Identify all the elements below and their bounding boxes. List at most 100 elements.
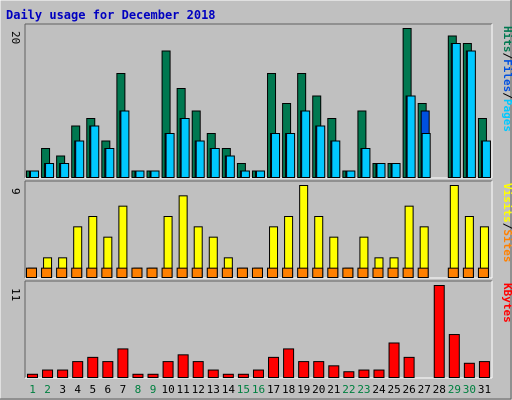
pages-bar [195,140,205,178]
x-tick-label: 12 [192,383,205,396]
pages-bar [391,163,401,178]
pages-bar [255,170,265,178]
x-tick-label: 17 [267,383,280,396]
pages-bar [210,148,220,178]
kbytes-bar [358,369,370,378]
sites-bar [131,267,143,278]
pages-bar [90,125,100,178]
kbytes-bar [448,334,460,379]
visits-bar [449,185,459,278]
kbytes-bar [177,354,189,378]
x-tick-label: 30 [463,383,476,396]
top-panel-legend-hits: Hits [501,26,512,53]
x-tick-label: 20 [312,383,325,396]
sites-bar [267,267,279,278]
sites-bar [372,267,384,278]
sites-bar [402,267,414,278]
x-tick-label: 14 [222,383,236,396]
kbytes-bar [72,361,84,379]
kbytes-bar [403,356,415,379]
kbytes-bar [42,369,54,378]
pages-bar [165,133,175,178]
sites-bar [251,267,263,278]
chart-title: Daily usage for December 2018 [6,8,216,22]
kbytes-bar [117,348,129,378]
kbytes-bar [192,361,204,379]
pages-bar [180,118,190,178]
pages-bar [361,148,371,178]
panel-kbytes: 11 KBytes [9,280,512,379]
pages-bar [240,170,250,178]
pages-bar [105,148,115,178]
pages-bar [120,110,130,178]
pages-bar [225,155,235,178]
top-panel-ymax-label: 20 [9,31,22,44]
visits-bar [404,205,414,279]
sites-bar [477,267,489,278]
kbytes-bar [147,373,159,379]
sites-bar [176,267,188,278]
x-tick-label: 27 [418,383,431,396]
sites-bar [161,267,173,278]
middle-panel-legend-separator: / [501,223,512,230]
sites-bar [101,267,113,278]
kbytes-bar [162,361,174,379]
sites-bar [327,267,339,278]
x-tick-label: 11 [177,383,190,396]
x-tick-label: 6 [105,383,112,396]
sites-bar [236,267,248,278]
x-tick-label: 1 [29,383,36,396]
middle-panel-legend-visits: Visits [501,183,512,223]
kbytes-bar [388,342,400,378]
kbytes-bar [268,356,280,379]
kbytes-bar [237,373,249,379]
kbytes-bar [207,369,219,378]
pages-bar [376,163,386,178]
pages-bar [346,170,356,178]
sites-bar [387,267,399,278]
pages-bar [301,110,311,178]
middle-panel-legend-sites: Sites [501,229,512,262]
kbytes-bar [252,369,264,378]
x-tick-label: 31 [478,383,491,396]
kbytes-bar [298,361,310,379]
visits-bar [299,185,309,278]
kbytes-bar [87,356,99,379]
middle-panel-plot-area [25,181,492,278]
pages-bar [75,140,85,178]
sites-bar [312,267,324,278]
x-tick-label: 9 [150,383,157,396]
kbytes-bar [222,373,234,379]
pages-bar [466,50,476,178]
pages-bar [30,170,39,178]
kbytes-bar [102,361,114,379]
sites-bar [56,267,68,278]
x-tick-label: 26 [403,383,416,396]
x-tick-label: 22 [342,383,355,396]
sites-bar [26,267,37,278]
x-tick-label: 8 [135,383,142,396]
pages-bar [316,125,326,178]
x-tick-label: 16 [252,383,265,396]
kbytes-bar [433,285,445,378]
pages-bar [331,140,341,178]
kbytes-bar [27,373,38,379]
pages-bar [60,163,70,178]
bottom-panel-ymax-label: 11 [9,288,22,301]
kbytes-bar [328,365,340,378]
pages-bar [286,133,296,178]
visits-bar [118,205,128,279]
panel-sites-visits: 9 Visits/Sites [9,180,512,279]
kbytes-bar [132,373,144,379]
x-tick-label: 19 [297,383,310,396]
kbytes-bar [283,348,295,378]
sites-bar [116,267,128,278]
kbytes-bar [478,361,490,379]
x-tick-label: 24 [372,383,386,396]
sites-bar [206,267,218,278]
sites-bar [221,267,233,278]
x-tick-label: 13 [207,383,220,396]
x-tick-label: 5 [89,383,96,396]
sites-bar [342,267,354,278]
